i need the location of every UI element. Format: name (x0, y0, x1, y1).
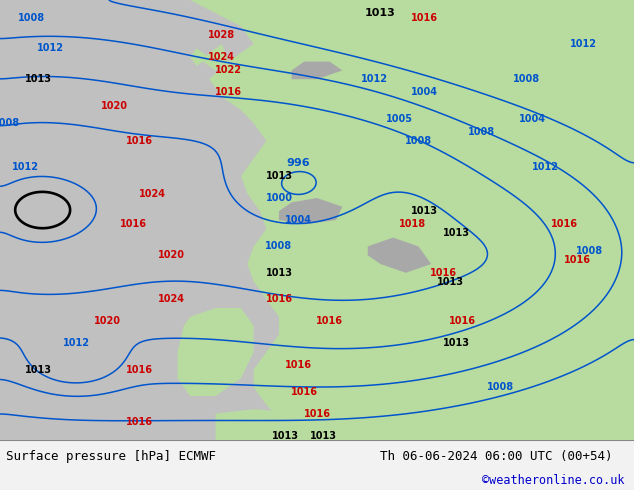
Text: 1013: 1013 (310, 431, 337, 441)
Text: Surface pressure [hPa] ECMWF: Surface pressure [hPa] ECMWF (6, 449, 216, 463)
Text: 1008: 1008 (0, 118, 20, 128)
Text: 1000: 1000 (266, 193, 292, 203)
Text: 1016: 1016 (120, 220, 146, 229)
Text: 1024: 1024 (139, 189, 165, 198)
Polygon shape (292, 0, 406, 132)
Text: 1016: 1016 (126, 417, 153, 427)
Text: 1028: 1028 (209, 30, 235, 40)
Text: 1016: 1016 (266, 294, 292, 304)
Text: 1016: 1016 (430, 268, 457, 278)
Text: 1013: 1013 (266, 268, 292, 278)
Text: 1020: 1020 (94, 316, 121, 326)
Text: 1013: 1013 (272, 431, 299, 441)
Text: 1016: 1016 (316, 316, 343, 326)
Text: 1016: 1016 (551, 220, 578, 229)
Text: 1024: 1024 (158, 294, 184, 304)
Text: 1024: 1024 (209, 52, 235, 62)
Polygon shape (203, 44, 228, 71)
Text: 1013: 1013 (25, 365, 51, 374)
Text: 1004: 1004 (411, 87, 438, 98)
Text: 1008: 1008 (576, 246, 603, 256)
Text: 1018: 1018 (399, 220, 425, 229)
Text: 1013: 1013 (443, 228, 470, 238)
Text: 1020: 1020 (101, 100, 127, 111)
Text: 1016: 1016 (564, 255, 590, 265)
Text: 1012: 1012 (37, 44, 64, 53)
Polygon shape (279, 198, 342, 224)
Text: Th 06-06-2024 06:00 UTC (00+54): Th 06-06-2024 06:00 UTC (00+54) (380, 449, 613, 463)
Text: 1012: 1012 (12, 162, 39, 172)
Text: 1016: 1016 (126, 365, 153, 374)
Text: 996: 996 (286, 158, 310, 168)
Polygon shape (292, 62, 342, 79)
Text: 1013: 1013 (443, 338, 470, 348)
Text: 1016: 1016 (291, 387, 318, 396)
Text: 1016: 1016 (285, 360, 311, 370)
Text: 1022: 1022 (215, 65, 242, 75)
Text: 1008: 1008 (469, 127, 495, 137)
Polygon shape (190, 49, 209, 66)
Text: 1008: 1008 (266, 242, 292, 251)
Text: 1008: 1008 (513, 74, 540, 84)
Text: 1008: 1008 (405, 136, 432, 146)
Polygon shape (368, 238, 431, 273)
Text: 1016: 1016 (411, 13, 438, 23)
Text: 1016: 1016 (450, 316, 476, 326)
Text: 1008: 1008 (18, 13, 45, 23)
Text: ©weatheronline.co.uk: ©weatheronline.co.uk (482, 473, 624, 487)
Polygon shape (178, 308, 254, 396)
Text: 1005: 1005 (386, 114, 413, 124)
Text: 1012: 1012 (570, 39, 597, 49)
Text: 1012: 1012 (532, 162, 559, 172)
Text: 1016: 1016 (304, 409, 330, 418)
Text: 1013: 1013 (25, 74, 51, 84)
Text: 1016: 1016 (215, 87, 242, 98)
Text: 1013: 1013 (411, 206, 438, 216)
Text: 1013: 1013 (266, 171, 292, 181)
Polygon shape (190, 0, 634, 440)
Text: 1008: 1008 (488, 382, 514, 392)
Text: 1016: 1016 (126, 136, 153, 146)
Text: 1020: 1020 (158, 250, 184, 260)
Polygon shape (216, 409, 634, 440)
Text: 1013: 1013 (437, 276, 463, 287)
Text: 1004: 1004 (285, 215, 311, 225)
Text: 1013: 1013 (365, 8, 396, 18)
Text: 1012: 1012 (63, 338, 89, 348)
Text: 1012: 1012 (361, 74, 387, 84)
Text: 1004: 1004 (519, 114, 546, 124)
